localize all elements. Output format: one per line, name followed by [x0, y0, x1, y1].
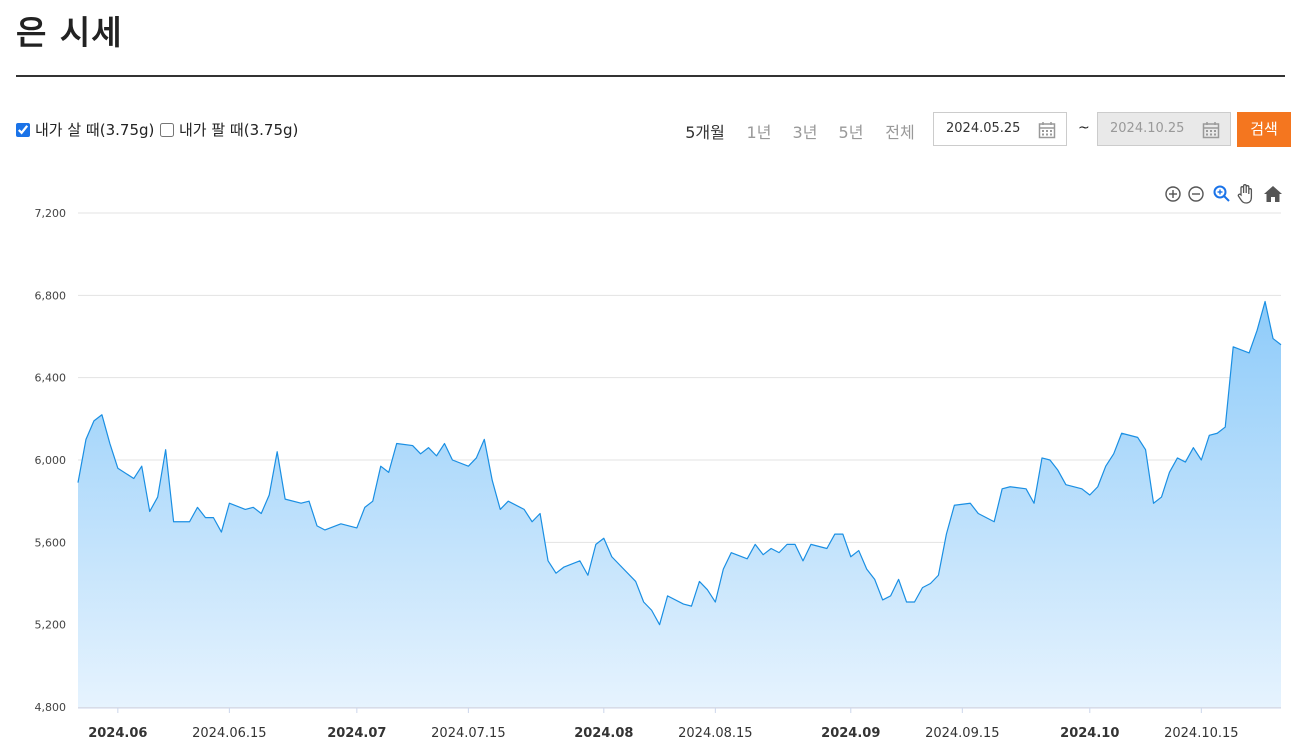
period-button[interactable]: 5개월 — [685, 123, 725, 142]
x-tick-label: 2024.09 — [821, 726, 880, 741]
date-separator: ~ — [1078, 120, 1090, 136]
line — [77, 300, 1282, 626]
y-tick-label: 5,200 — [35, 619, 67, 632]
x-tick-label: 2024.09.15 — [925, 726, 999, 741]
option-label: 내가 살 때(3.75g) — [35, 121, 155, 139]
x-tick-label: 2024.07 — [327, 726, 386, 741]
x-tick-label: 2024.07.15 — [431, 726, 505, 741]
option-label: 내가 팔 때(3.75g) — [179, 121, 299, 139]
chart-toolbar — [1165, 184, 1282, 204]
zoom-in-button[interactable] — [1165, 186, 1181, 202]
option[interactable]: 내가 팔 때(3.75g) — [160, 119, 298, 140]
y-tick-label: 6,800 — [35, 289, 67, 302]
y-tick-label: 5,600 — [35, 536, 67, 549]
period-button[interactable]: 전체 — [885, 123, 915, 142]
calendar-icon[interactable] — [1038, 121, 1056, 139]
option[interactable]: 내가 살 때(3.75g) — [16, 119, 154, 140]
x-tick-label: 2024.10 — [1060, 726, 1119, 741]
selection-zoom-button[interactable] — [1213, 185, 1230, 202]
x-tick-label: 2024.08 — [574, 726, 633, 741]
x-tick-label: 2024.08.15 — [678, 726, 752, 741]
end-date-input: 2024.10.25 — [1097, 112, 1231, 146]
y-tick-label: 6,000 — [35, 454, 67, 467]
search-button[interactable]: 검색 — [1237, 112, 1291, 147]
pan-button[interactable] — [1237, 184, 1253, 204]
reset-button[interactable] — [1264, 186, 1282, 202]
period-button[interactable]: 1년 — [746, 123, 772, 142]
end-date: 2024.10.25 — [1110, 121, 1185, 136]
period-button[interactable]: 3년 — [792, 123, 818, 142]
start-date-input[interactable]: 2024.05.25 — [933, 112, 1067, 146]
x-tick-label: 2024.06 — [88, 726, 147, 741]
period-button[interactable]: 5년 — [838, 123, 864, 142]
area-fill — [78, 301, 1281, 707]
zoom-out-button[interactable] — [1188, 186, 1204, 202]
checkbox[interactable] — [160, 122, 174, 137]
calendar-icon[interactable] — [1202, 121, 1220, 139]
page-title: 은 시세 — [16, 13, 123, 52]
title-rule — [16, 75, 1285, 77]
y-tick-label: 4,800 — [35, 701, 67, 714]
x-tick-label: 2024.10.15 — [1164, 726, 1238, 741]
y-tick-label: 6,400 — [35, 372, 67, 385]
x-tick-label: 2024.06.15 — [192, 726, 266, 741]
y-tick-label: 7,200 — [35, 207, 67, 220]
checkbox[interactable] — [16, 122, 30, 137]
start-date: 2024.05.25 — [946, 121, 1021, 136]
